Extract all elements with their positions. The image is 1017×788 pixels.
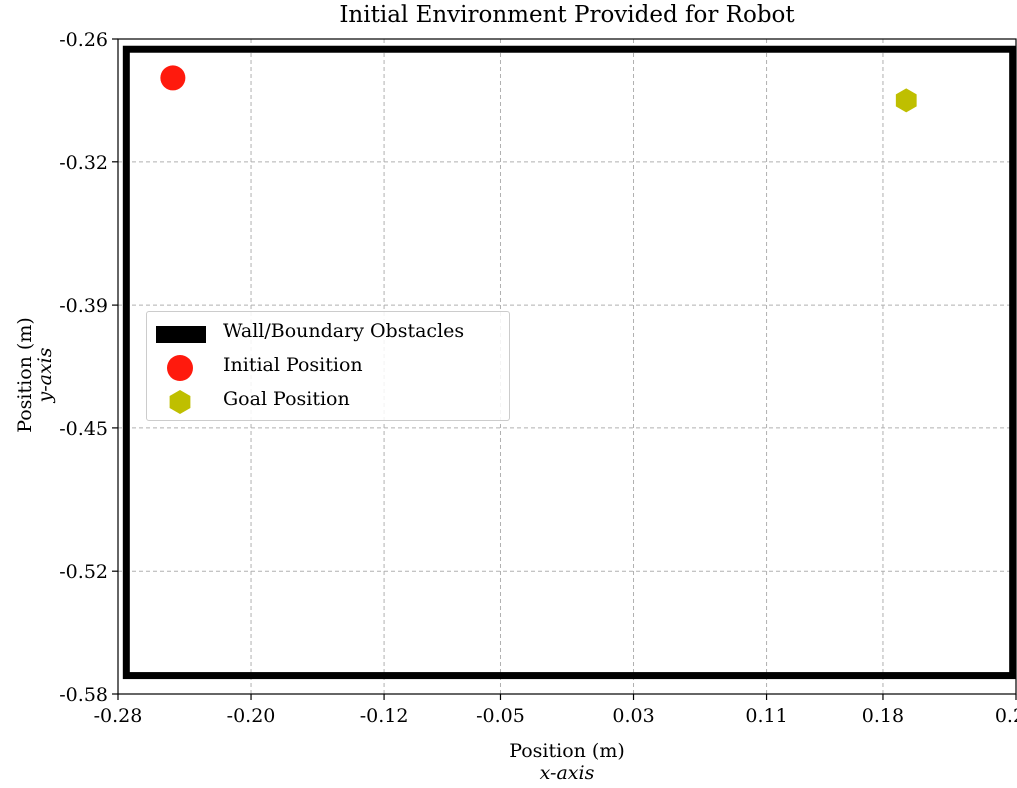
goal-position-marker [895,88,917,113]
x-axis-sublabel: x-axis [539,762,595,784]
legend-label-initial: Initial Position [223,354,363,376]
legend-item-walls: Wall/Boundary Obstacles [147,318,509,348]
wall-boundary-rectangle [122,45,1017,680]
x-tick-label: 0.18 [862,705,904,727]
axis-ticks: -0.28 -0.20 -0.12 -0.05 0.03 0.11 0.18 0.26 -0.2… [59,29,1017,727]
y-tick-label: -0.39 [59,295,108,317]
legend-wall-swatch [156,326,206,343]
axes-frame [117,38,1017,695]
x-axis-label: Position (m) x-axis [118,740,1016,784]
legend-label-goal: Goal Position [223,388,350,410]
y-tick-label: -0.58 [59,684,108,706]
x-tick-label: -0.05 [476,705,525,727]
legend-item-goal: Goal Position [147,386,509,416]
y-tick-label: -0.52 [59,561,108,583]
legend-circle-marker [167,355,193,381]
x-tick-label: 0.26 [995,705,1017,727]
legend-hexagon-marker [169,390,191,414]
y-axis-sublabel: y-axis [34,347,56,403]
y-tick-label: -0.26 [59,29,108,51]
x-tick-label: -0.20 [227,705,276,727]
x-axis-label-text: Position (m) [509,740,625,762]
legend-item-initial: Initial Position [147,352,509,382]
chart-title: Initial Environment Provided for Robot [339,2,795,28]
x-tick-label: 0.03 [612,705,654,727]
wall-boundary-obstacles [122,45,1017,680]
position-markers [160,65,917,113]
x-tick-label: -0.12 [360,705,409,727]
y-tick-label: -0.45 [59,418,108,440]
initial-position-marker [160,65,186,91]
y-axis-label: Position (m) y-axis [14,235,56,515]
y-axis-label-text: Position (m) [14,317,36,433]
x-tick-label: -0.28 [94,705,143,727]
legend: Wall/Boundary Obstacles Initial Position… [146,311,510,421]
x-tick-label: 0.11 [745,705,787,727]
y-tick-label: -0.32 [59,152,108,174]
legend-label-walls: Wall/Boundary Obstacles [223,320,465,342]
